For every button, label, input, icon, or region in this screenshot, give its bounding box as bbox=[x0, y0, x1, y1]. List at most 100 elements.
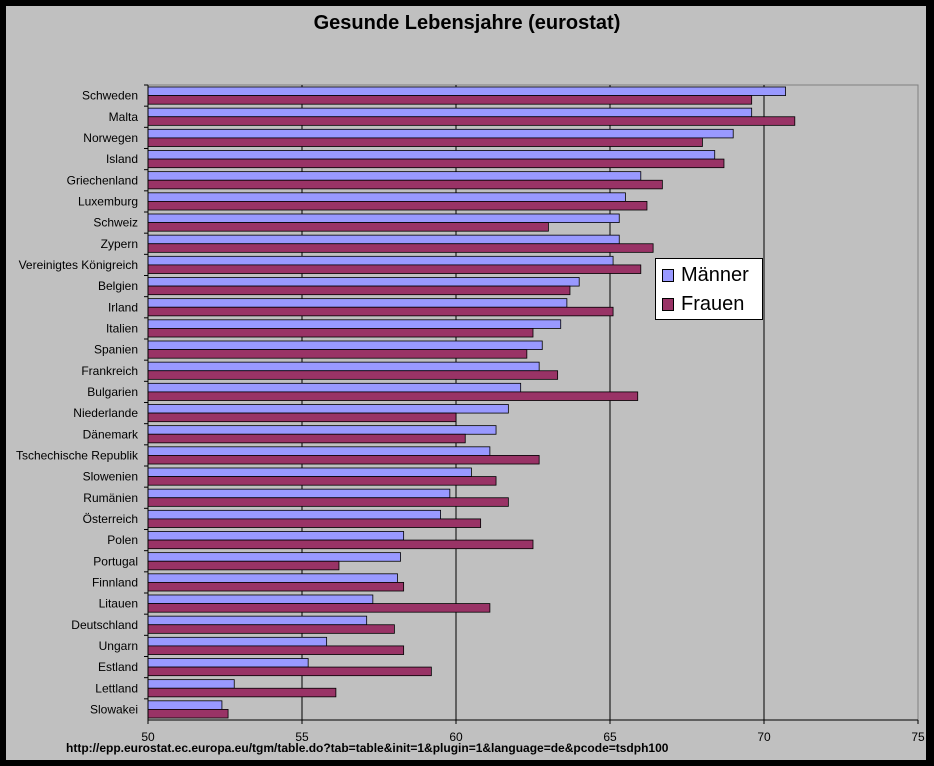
category-label: Rumänien bbox=[83, 491, 138, 505]
legend-label-maenner: Männer bbox=[681, 263, 749, 286]
bar-maenner bbox=[147, 128, 734, 139]
bar-maenner bbox=[147, 255, 614, 266]
bar-frauen bbox=[147, 264, 642, 274]
source-url: http://epp.eurostat.ec.europa.eu/tgm/tab… bbox=[66, 741, 669, 755]
bar-maenner bbox=[147, 467, 472, 477]
bar-frauen bbox=[147, 560, 340, 571]
legend-swatch-maenner bbox=[662, 268, 674, 282]
bar-maenner bbox=[147, 615, 368, 626]
category-label: Norwegen bbox=[83, 131, 138, 145]
bar-frauen bbox=[147, 285, 571, 296]
bar-maenner bbox=[147, 150, 716, 160]
category-label: Estland bbox=[98, 660, 138, 674]
bar-maenner bbox=[147, 86, 786, 96]
bar-maenner bbox=[147, 319, 562, 329]
category-label: Slowenien bbox=[83, 470, 138, 484]
category-label: Malta bbox=[109, 110, 139, 124]
bar-maenner bbox=[147, 171, 642, 181]
category-label: Dänemark bbox=[83, 427, 139, 441]
bar-maenner bbox=[147, 531, 405, 541]
bar-maenner bbox=[147, 277, 580, 287]
category-label: Portugal bbox=[93, 554, 138, 568]
bar-maenner bbox=[147, 213, 620, 223]
bar-maenner bbox=[147, 340, 543, 350]
category-label: Tschechische Republik bbox=[16, 448, 139, 462]
bar-maenner bbox=[147, 382, 522, 393]
category-label: Italien bbox=[106, 321, 138, 335]
category-label: Litauen bbox=[99, 597, 138, 611]
bar-maenner bbox=[147, 636, 328, 647]
bar-maenner bbox=[147, 425, 497, 435]
bar-maenner bbox=[147, 234, 620, 245]
category-label: Luxemburg bbox=[78, 194, 138, 208]
bar-maenner bbox=[147, 700, 223, 710]
bar-maenner bbox=[147, 509, 442, 520]
category-label: Spanien bbox=[94, 343, 138, 357]
category-label: Polen bbox=[107, 533, 138, 547]
bar-frauen bbox=[147, 370, 559, 380]
bar-frauen bbox=[147, 518, 482, 528]
category-label: Belgien bbox=[98, 279, 138, 293]
legend-item-frauen: Frauen bbox=[662, 292, 744, 316]
x-tick-label: 60 bbox=[449, 730, 463, 744]
bar-frauen bbox=[147, 603, 491, 613]
bar-maenner bbox=[147, 192, 626, 202]
bar-maenner bbox=[147, 573, 398, 583]
bar-maenner bbox=[147, 404, 509, 414]
x-tick-label: 55 bbox=[295, 730, 309, 744]
category-label: Frankreich bbox=[81, 364, 138, 378]
bar-frauen bbox=[147, 455, 540, 465]
category-label: Bulgarien bbox=[87, 385, 138, 399]
bar-frauen bbox=[147, 539, 534, 550]
bar-maenner bbox=[147, 446, 491, 456]
category-label: Schweden bbox=[82, 89, 138, 103]
legend-swatch-frauen bbox=[662, 297, 674, 311]
x-tick-label: 50 bbox=[141, 730, 155, 744]
bar-frauen bbox=[147, 179, 663, 190]
category-label: Ungarn bbox=[99, 639, 138, 653]
bar-frauen bbox=[147, 666, 432, 677]
bar-maenner bbox=[147, 488, 451, 499]
category-label: Slowakei bbox=[90, 702, 138, 716]
bar-frauen bbox=[147, 624, 395, 634]
bar-frauen bbox=[147, 391, 639, 401]
chart-title: Gesunde Lebensjahre (eurostat) bbox=[313, 12, 621, 34]
category-label: Finnland bbox=[92, 575, 138, 589]
plot-area bbox=[147, 84, 919, 721]
bar-frauen bbox=[147, 433, 466, 444]
bar-frauen bbox=[147, 137, 703, 147]
bar-frauen bbox=[147, 476, 497, 486]
bar-frauen bbox=[147, 95, 753, 105]
bar-frauen bbox=[147, 412, 457, 423]
bar-frauen bbox=[147, 349, 528, 359]
bar-frauen bbox=[147, 222, 549, 232]
bar-frauen bbox=[147, 158, 725, 169]
bar-frauen bbox=[147, 497, 509, 507]
bar-maenner bbox=[147, 594, 374, 604]
x-tick-label: 75 bbox=[911, 730, 925, 744]
bar-maenner bbox=[147, 552, 401, 562]
category-label: Österreich bbox=[83, 512, 138, 526]
bar-maenner bbox=[147, 361, 540, 372]
category-label: Irland bbox=[108, 300, 138, 314]
bar-maenner bbox=[147, 679, 235, 689]
bar-frauen bbox=[147, 306, 614, 317]
category-label: Griechenland bbox=[67, 173, 138, 187]
bar-frauen bbox=[147, 645, 405, 655]
bar-frauen bbox=[147, 201, 648, 211]
bar-frauen bbox=[147, 116, 796, 126]
bar-frauen bbox=[147, 687, 337, 698]
bar-maenner bbox=[147, 107, 753, 118]
category-label: Lettland bbox=[95, 681, 138, 695]
category-label: Deutschland bbox=[71, 618, 138, 632]
bar-maenner bbox=[147, 298, 568, 308]
bar-frauen bbox=[147, 709, 229, 719]
category-label: Zypern bbox=[101, 237, 138, 251]
legend-label-frauen: Frauen bbox=[681, 292, 745, 315]
category-label: Schweiz bbox=[93, 216, 138, 230]
bar-maenner bbox=[147, 658, 309, 668]
bar-frauen bbox=[147, 328, 534, 338]
x-tick-label: 70 bbox=[757, 730, 771, 744]
legend: Männer Frauen bbox=[655, 258, 763, 320]
